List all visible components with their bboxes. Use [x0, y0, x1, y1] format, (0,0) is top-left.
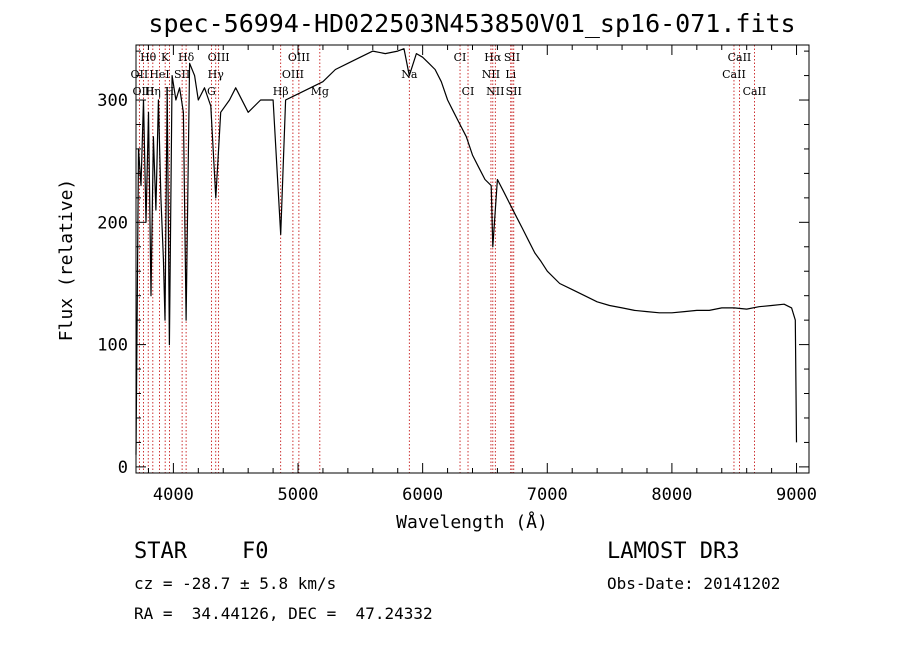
obs-date: Obs-Date: 20141202 — [607, 574, 781, 593]
x-axis-label: Wavelength (Å) — [396, 511, 548, 533]
y-axis-ticks: 0 100 200 300 — [97, 50, 809, 478]
spectrum-line — [135, 48, 798, 455]
line-marker-label: SII — [506, 85, 522, 98]
line-marker-label: CaII — [728, 51, 752, 64]
y-tick-label: 300 — [97, 91, 128, 111]
x-tick-label: 5000 — [278, 485, 319, 505]
coordinates: RA = 34.44126, DEC = 47.24332 — [134, 604, 433, 623]
line-marker-label: CI — [462, 85, 475, 98]
x-tick-label: 7000 — [527, 485, 568, 505]
y-tick-label: 100 — [97, 336, 128, 356]
x-tick-label: 6000 — [402, 485, 443, 505]
line-marker-label: CI — [454, 51, 467, 64]
chart-title: spec-56994-HD022503N453850V01_sp16-071.f… — [148, 9, 795, 38]
object-subclass: F0 — [242, 539, 269, 564]
line-marker-label: CaII — [743, 85, 767, 98]
line-marker-label: Mg — [311, 85, 329, 98]
x-tick-label: 4000 — [153, 485, 194, 505]
y-axis-label: Flux (relative) — [56, 179, 77, 342]
redshift-cz: cz = -28.7 ± 5.8 km/s — [134, 574, 337, 593]
line-marker-label: Hδ — [178, 51, 195, 64]
line-marker-label: Hγ — [208, 68, 225, 81]
line-marker-label: SII — [504, 51, 520, 64]
y-tick-label: 0 — [118, 458, 128, 478]
line-marker-label: NII — [482, 68, 500, 81]
line-marker-label: G — [207, 85, 216, 98]
line-marker-label: OII — [131, 68, 149, 81]
line-marker-label: H — [165, 85, 175, 98]
line-marker-label: Li — [505, 68, 516, 81]
plot-frame — [135, 44, 810, 474]
line-marker-label: K — [161, 51, 170, 64]
line-marker-label: OIII — [208, 51, 230, 64]
line-marker-label: OIII — [282, 68, 304, 81]
x-tick-label: 9000 — [776, 485, 817, 505]
survey-name: LAMOST DR3 — [607, 539, 740, 564]
line-marker-label: Hα — [484, 51, 502, 64]
line-marker-label: OIII — [132, 85, 154, 98]
y-tick-label: 200 — [97, 213, 128, 233]
spectrum-series — [135, 48, 798, 455]
line-marker-label: Hη — [145, 85, 161, 98]
line-marker-label: Hθ — [140, 51, 157, 64]
line-marker-label: NII — [486, 85, 504, 98]
x-tick-label: 8000 — [651, 485, 692, 505]
object-type: STAR — [134, 539, 187, 564]
line-marker-label: OIII — [288, 51, 310, 64]
line-marker-label: HeI — [149, 68, 169, 81]
line-marker-label: CaII — [722, 68, 746, 81]
line-marker-label: Hβ — [273, 85, 289, 98]
x-axis-ticks: 4000 5000 6000 7000 8000 9000 — [147, 45, 817, 505]
line-marker-label: SII — [174, 68, 190, 81]
